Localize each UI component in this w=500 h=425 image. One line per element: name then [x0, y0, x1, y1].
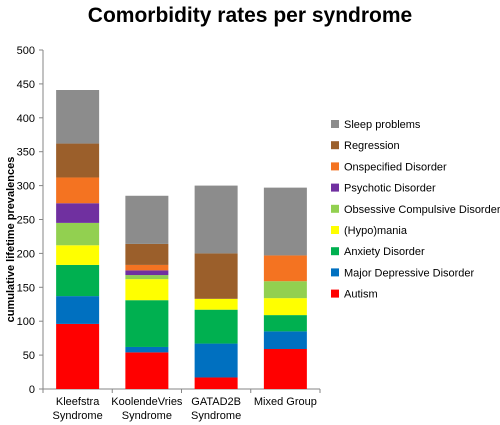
x-category-label: Syndrome [122, 410, 172, 422]
bar-segment [263, 255, 307, 282]
y-tick-label: 300 [17, 181, 35, 193]
bar-segment [125, 264, 169, 271]
bar-segment [56, 177, 100, 204]
bar-segment [125, 270, 169, 276]
x-category-label: Syndrome [191, 410, 241, 422]
bar-segment [125, 346, 169, 353]
legend-swatch [331, 247, 339, 256]
y-tick-label: 150 [17, 282, 35, 294]
y-tick-label: 0 [29, 384, 35, 396]
y-tick-label: 200 [17, 248, 35, 260]
legend-label: Psychotic Disorder [344, 183, 436, 195]
legend-label: Anxiety Disorder [344, 246, 425, 258]
y-tick-label: 350 [17, 147, 35, 159]
x-category-label: Kleefstra [56, 396, 100, 408]
legend-swatch [331, 183, 339, 192]
legend-label: Autism [344, 289, 378, 301]
bar-segment [125, 195, 169, 244]
legend-label: Onspecified Disorder [344, 161, 447, 173]
legend-swatch [331, 289, 339, 298]
legend-swatch [331, 226, 339, 234]
legend-label: Regression [344, 140, 400, 152]
chart-title: Comorbidity rates per syndrome [87, 4, 413, 27]
bar-segment [194, 253, 238, 299]
bar-segment [263, 281, 307, 299]
bar-segment [263, 331, 307, 349]
bar-segment [56, 203, 100, 223]
bar-segment [263, 315, 307, 332]
y-axis-title: cumulative lifetime prevalences [5, 157, 17, 323]
legend-label: (Hypo)mania [344, 225, 408, 237]
bar-segment [56, 264, 100, 297]
legend-label: Obsessive Compulsive Disorder [344, 204, 500, 216]
legend-label: Major Depressive Disorder [344, 267, 475, 279]
bar-segment [125, 275, 169, 280]
bar-segment [125, 279, 169, 301]
y-tick-label: 500 [17, 45, 35, 57]
x-category-label: KoolendeVries [111, 396, 183, 408]
bar-segment [194, 298, 238, 310]
bar-segment [56, 245, 100, 265]
y-tick-label: 450 [17, 79, 35, 91]
bar-segment [56, 296, 100, 324]
axes: 0 50 100 150 200 250 300 350 400 450 500 cumulative… [5, 45, 321, 422]
bar-segment [194, 309, 238, 344]
legend-swatch [331, 162, 339, 171]
bar-segment [194, 185, 238, 254]
x-category-label: GATAD2B [191, 396, 241, 408]
bar-segment [125, 352, 169, 389]
bar-segment [56, 222, 100, 246]
y-tick-label: 400 [17, 113, 35, 125]
x-category-label: Mixed Group [254, 396, 317, 408]
bar-segment [194, 377, 238, 389]
bar-segment [56, 323, 100, 389]
legend-label: Sleep problems [344, 119, 421, 131]
legend-swatch [331, 120, 339, 128]
y-tick-label: 250 [17, 215, 35, 227]
bars [56, 90, 307, 389]
bar-segment [263, 298, 307, 316]
bar-segment [194, 343, 238, 378]
bar-segment [125, 300, 169, 347]
bar-segment [263, 348, 307, 389]
bar-segment [125, 243, 169, 265]
x-category-label: Syndrome [53, 410, 103, 422]
bar-segment [56, 143, 100, 178]
y-tick-label: 100 [17, 316, 35, 328]
legend-swatch [331, 204, 339, 213]
legend-swatch [331, 141, 339, 150]
bar-segment [56, 90, 100, 144]
y-tick-label: 50 [23, 350, 35, 362]
legend-swatch [331, 268, 339, 277]
bar-segment [263, 187, 307, 256]
legend: Sleep problems Regression Onspecified Diso… [331, 119, 500, 301]
